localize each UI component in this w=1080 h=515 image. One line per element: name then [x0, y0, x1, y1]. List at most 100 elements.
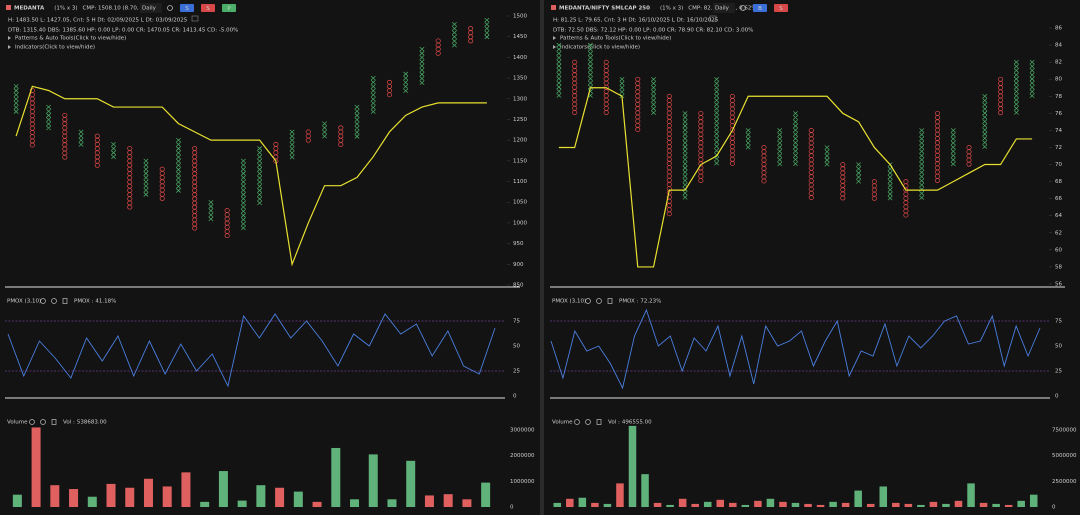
y-tick-label: 1000000 [510, 479, 535, 485]
volume-bar [866, 503, 875, 507]
y-tick-label: 68 [1055, 179, 1062, 185]
window-icon[interactable] [709, 15, 717, 22]
toolbar-button[interactable] [201, 4, 215, 12]
volume-bar [791, 502, 800, 507]
interval[interactable]: Daily [715, 6, 730, 12]
settings-icon[interactable] [585, 419, 591, 425]
y-tick-label: 1350 [513, 76, 527, 82]
toolbar-button[interactable] [753, 4, 767, 12]
y-tick-label: 1200 [513, 138, 527, 144]
settings-icon[interactable] [40, 419, 46, 425]
settings-icon[interactable] [740, 5, 746, 11]
settings-icon[interactable] [167, 5, 173, 11]
volume-bar [641, 474, 649, 507]
settings-icon[interactable] [596, 298, 602, 304]
x-column [78, 129, 84, 147]
symbol: MEDANTA [14, 6, 45, 12]
x-column [208, 199, 214, 222]
y-tick-label: 56 [1055, 282, 1062, 288]
volume-bar [181, 472, 191, 507]
toolbar-button-label[interactable]: S [185, 6, 189, 12]
info-line[interactable]: Patterns & Auto Tools(Click to view/hide… [15, 36, 126, 42]
volume-bar [716, 499, 725, 507]
volume-bar [50, 485, 60, 507]
info-line[interactable]: Indicators(Click to view/hide) [15, 45, 95, 51]
x-column [556, 42, 562, 98]
y-tick-label: 850 [513, 283, 524, 289]
volume-bar [967, 483, 975, 507]
volume-bar [741, 504, 750, 507]
toolbar-button-label[interactable]: P [227, 6, 231, 12]
volume-bar [992, 503, 1000, 507]
trend-line [15, 85, 487, 267]
toolbar-button-label[interactable]: S [206, 6, 210, 12]
y-tick-label: 0 [1052, 505, 1056, 511]
volume-bar [929, 501, 938, 507]
volume-name: Vol : [608, 420, 620, 426]
volume-bar [218, 471, 228, 507]
visibility-icon[interactable] [585, 298, 591, 304]
volume-bar [1029, 494, 1038, 507]
toolbar-button[interactable] [774, 4, 788, 12]
toggle-arrow[interactable] [553, 45, 556, 49]
y-tick-label: 80 [1055, 77, 1062, 83]
x-column [777, 128, 783, 167]
y-tick-label: 25 [513, 369, 520, 375]
settings-icon[interactable] [51, 298, 57, 304]
delete-icon[interactable] [596, 419, 602, 425]
o-column [62, 112, 68, 160]
y-tick-label: 2000000 [510, 453, 535, 459]
symbol-icon [6, 5, 11, 10]
o-column [808, 128, 814, 200]
toggle-arrow[interactable] [553, 36, 556, 40]
volume-bar [275, 487, 285, 507]
x-column [354, 104, 360, 139]
volume-bar [443, 494, 453, 507]
volume-bar [424, 495, 434, 507]
volume-bar [69, 489, 79, 507]
visibility-icon[interactable] [40, 298, 46, 304]
toggle-arrow[interactable] [8, 36, 11, 40]
volume-name: Vol : [63, 420, 75, 426]
symbol: MEDANTA/NIFTY SMLCAP 250 [559, 6, 650, 12]
volume-bar [766, 498, 775, 507]
visibility-icon[interactable] [574, 419, 580, 425]
info-line[interactable]: Indicators(Click to view/hide) [560, 45, 640, 51]
o-column [635, 76, 641, 132]
info-line: H: 1483.50 L: 1427.05, Cnt: 5 H Dt: 02/0… [8, 18, 188, 24]
x-column [419, 46, 425, 85]
delete-icon[interactable] [51, 419, 57, 425]
volume-label: Volume [552, 420, 573, 426]
toolbar-button[interactable] [180, 4, 194, 12]
toolbar-button-label[interactable]: B [758, 6, 762, 12]
volume-bar [591, 502, 599, 507]
x-column [257, 146, 263, 206]
o-column [666, 93, 672, 217]
info-line[interactable]: Patterns & Auto Tools(Click to view/hide… [560, 36, 671, 42]
pmox-line [7, 313, 496, 388]
x-column [651, 76, 656, 116]
volume-bar [804, 503, 812, 507]
volume-bar [578, 497, 587, 507]
toggle-arrow[interactable] [8, 45, 11, 49]
y-tick-label: 60 [1055, 247, 1062, 253]
toolbar-button-label[interactable]: S [779, 6, 783, 12]
interval-select[interactable] [713, 3, 735, 13]
window-icon[interactable] [191, 15, 199, 22]
interval-select[interactable] [140, 3, 162, 13]
visibility-icon[interactable] [29, 419, 35, 425]
volume-bar [566, 498, 574, 507]
delete-icon[interactable] [607, 298, 613, 304]
volume-bar [87, 496, 97, 507]
x-column [143, 158, 149, 197]
y-tick-label: 75 [1055, 319, 1062, 325]
x-column [46, 104, 52, 131]
delete-icon[interactable] [62, 298, 68, 304]
volume-bar [368, 454, 378, 507]
interval[interactable]: Daily [142, 6, 157, 12]
pmox-value: 72.23% [640, 299, 661, 305]
toolbar-button[interactable] [222, 4, 236, 12]
o-column [305, 129, 311, 143]
info-line: DTB: 1315.40 DBS: 1385.60 HP: 0.00 LP: 0… [8, 28, 238, 34]
